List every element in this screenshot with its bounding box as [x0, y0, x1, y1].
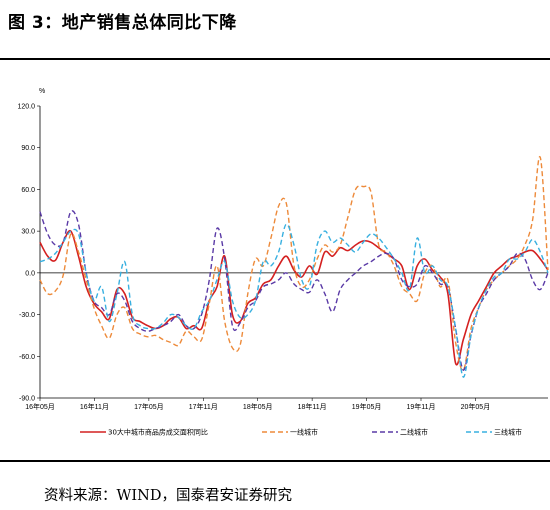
legend-label-3: 二线城市: [400, 428, 428, 437]
y-tick-label: -30.0: [19, 312, 35, 319]
legend-label-4: 三线城市: [494, 428, 522, 437]
y-tick-label: -60.0: [19, 354, 35, 361]
y-tick-label: 120.0: [17, 104, 35, 111]
series-line-4: [39, 223, 549, 378]
top-rule: [0, 58, 550, 60]
y-tick-label: -90.0: [19, 396, 35, 403]
x-tick-label: 18年05月: [243, 402, 273, 411]
y-tick-label: 30.0: [21, 229, 35, 236]
series-line-3: [39, 210, 549, 371]
x-tick-label: 16年11月: [80, 402, 109, 411]
y-tick-label: 90.0: [21, 145, 35, 152]
x-tick-label: 16年05月: [25, 402, 55, 411]
legend-label-1: 30大中城市商品房成交面积同比: [108, 428, 208, 437]
y-tick-label: 60.0: [21, 187, 35, 194]
source-note: 资料来源：WIND，国泰君安证券研究: [44, 488, 292, 504]
header: 图 3：地产销售总体同比下降: [0, 0, 550, 46]
y-tick-label: 0.0: [25, 270, 35, 277]
x-tick-label: 18年11月: [298, 402, 327, 411]
x-tick-label: 20年05月: [461, 402, 491, 411]
series-line-1: [39, 229, 549, 366]
x-tick-label: 17年05月: [134, 402, 164, 411]
x-tick-label: 17年11月: [189, 402, 218, 411]
figure-title: 图 3：地产销售总体同比下降: [8, 13, 237, 33]
series-line-2: [39, 156, 549, 371]
x-tick-label: 19年05月: [352, 402, 382, 411]
line-chart: % -90.0 -60.0 -30.0 0.0 30.0 60.0 90.0 120.0 16年0…: [17, 88, 549, 437]
x-tick-label: 19年11月: [406, 402, 435, 411]
legend-label-2: 一线城市: [290, 428, 318, 437]
y-axis-unit-label: %: [39, 88, 45, 95]
bottom-rule: [0, 460, 550, 462]
